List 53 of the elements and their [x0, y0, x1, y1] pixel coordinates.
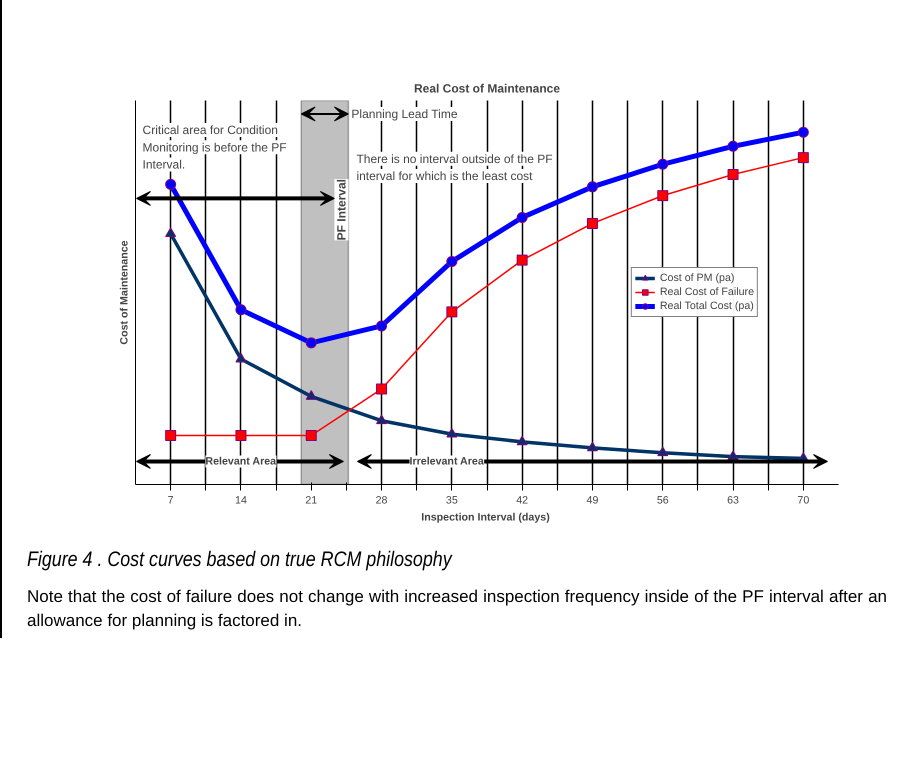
legend-label: Real Total Cost (pa) — [660, 299, 754, 313]
point — [657, 446, 668, 456]
point — [165, 178, 176, 190]
point — [376, 320, 388, 332]
point — [376, 384, 388, 395]
x-tick-label: 7 — [168, 494, 174, 506]
x-tick-label: 42 — [516, 494, 528, 506]
point — [657, 158, 668, 170]
x-tick-label: 35 — [446, 494, 458, 506]
caption: Figure 4 . Cost curves based on true RCM philosophy — [27, 547, 452, 573]
point — [516, 212, 528, 223]
point — [165, 227, 176, 238]
x-tick-label: 14 — [235, 494, 247, 506]
band-label: PF Interval — [334, 179, 348, 240]
point — [728, 450, 739, 460]
point — [235, 352, 246, 362]
x-axis-title: Inspection Interval (days) — [421, 512, 550, 524]
x-tick-label: 21 — [305, 494, 318, 506]
point — [446, 428, 458, 438]
annotation: Irrelevant Area — [410, 455, 484, 468]
x-tick-label: 70 — [797, 494, 810, 506]
point — [446, 256, 458, 267]
point — [586, 218, 598, 229]
point — [586, 442, 598, 452]
point — [446, 306, 458, 318]
y-axis-title: Cost of Maintenance — [118, 240, 130, 345]
point — [235, 430, 246, 442]
point — [798, 152, 809, 164]
point — [516, 254, 528, 266]
point — [165, 430, 176, 442]
x-tick-label: 56 — [656, 494, 669, 506]
annotation: There is no interval outside of the PF interval for which is the least cost — [356, 152, 553, 184]
point — [798, 126, 809, 138]
annotation: Relevant Area — [205, 455, 276, 468]
text: Planning Lead Time — [351, 106, 458, 121]
point — [657, 190, 668, 202]
annotation: Critical area for Condition Monitoring is before the PF Interval. — [142, 122, 287, 172]
point — [516, 436, 528, 446]
x-tick-label: 28 — [376, 494, 388, 506]
point — [306, 337, 317, 348]
legend-label: Cost of PM (pa) — [660, 271, 734, 285]
point — [306, 430, 317, 442]
point — [728, 168, 739, 180]
chart-title: Real Cost of Maintenance — [414, 82, 560, 96]
point — [728, 140, 739, 152]
point — [306, 390, 317, 400]
x-tick-label: 49 — [586, 494, 598, 506]
legend-label: Real Cost of Failure — [660, 285, 754, 299]
x-tick-label: 63 — [727, 494, 740, 506]
point — [376, 414, 388, 424]
text: Note that the cost of failure does not change with increased inspection frequency inside of the PF interval after an allowance for planning is factored in. — [27, 586, 887, 632]
point — [235, 304, 246, 316]
point — [586, 181, 598, 192]
